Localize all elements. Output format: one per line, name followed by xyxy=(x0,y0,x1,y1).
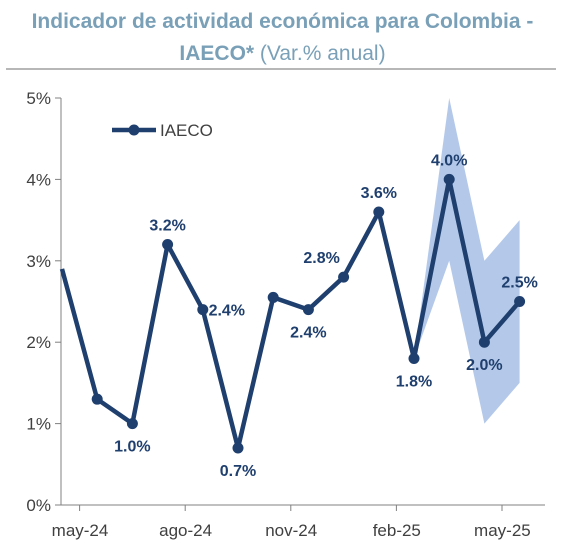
y-tick-label: 5% xyxy=(26,89,51,108)
y-tick-label: 1% xyxy=(26,415,51,434)
data-point xyxy=(232,442,244,454)
y-tick-label: 3% xyxy=(26,252,51,271)
data-label: 4.0% xyxy=(431,152,467,169)
series-line-iaeco xyxy=(59,177,522,451)
data-label: 1.8% xyxy=(396,373,432,390)
x-tick-label: may-25 xyxy=(474,521,531,540)
data-label: 2.4% xyxy=(209,303,245,320)
data-point xyxy=(267,291,279,303)
data-point xyxy=(373,206,385,218)
data-point xyxy=(126,418,138,430)
chart-title: Indicador de actividad económica para Co… xyxy=(0,6,565,70)
data-label: 2.5% xyxy=(501,275,537,292)
x-tick-label: feb-25 xyxy=(373,521,421,540)
chart-title-unit: (Var.% anual) xyxy=(254,42,386,65)
data-point xyxy=(91,393,103,405)
data-label: 2.8% xyxy=(303,250,339,267)
chart-title-line2: IAECO* (Var.% anual) xyxy=(0,38,565,70)
chart-title-line1: Indicador de actividad económica para Co… xyxy=(31,10,534,33)
y-tick-label: 2% xyxy=(26,333,51,352)
data-label: 1.0% xyxy=(114,439,150,456)
title-divider xyxy=(6,68,556,70)
x-tick-label: nov-24 xyxy=(265,521,317,540)
data-point xyxy=(478,336,490,348)
y-tick-label: 4% xyxy=(26,170,51,189)
data-label: 3.2% xyxy=(149,218,185,235)
x-tick-label: may-24 xyxy=(52,521,109,540)
y-tick-label: 0% xyxy=(26,496,51,515)
x-tick-label: ago-24 xyxy=(159,521,212,540)
data-label: 2.0% xyxy=(466,357,502,374)
data-point xyxy=(162,239,174,251)
legend-marker xyxy=(128,124,140,136)
data-label: 0.7% xyxy=(220,463,256,480)
data-point xyxy=(514,296,526,307)
data-point xyxy=(408,352,420,364)
data-label: 3.6% xyxy=(361,185,397,202)
data-label: 2.4% xyxy=(290,325,326,342)
data-point xyxy=(443,173,455,185)
chart-title-series: IAECO* xyxy=(179,42,255,65)
data-point xyxy=(197,304,209,316)
legend-label: IAECO xyxy=(160,121,213,140)
data-point xyxy=(338,271,350,283)
data-point xyxy=(302,304,314,316)
